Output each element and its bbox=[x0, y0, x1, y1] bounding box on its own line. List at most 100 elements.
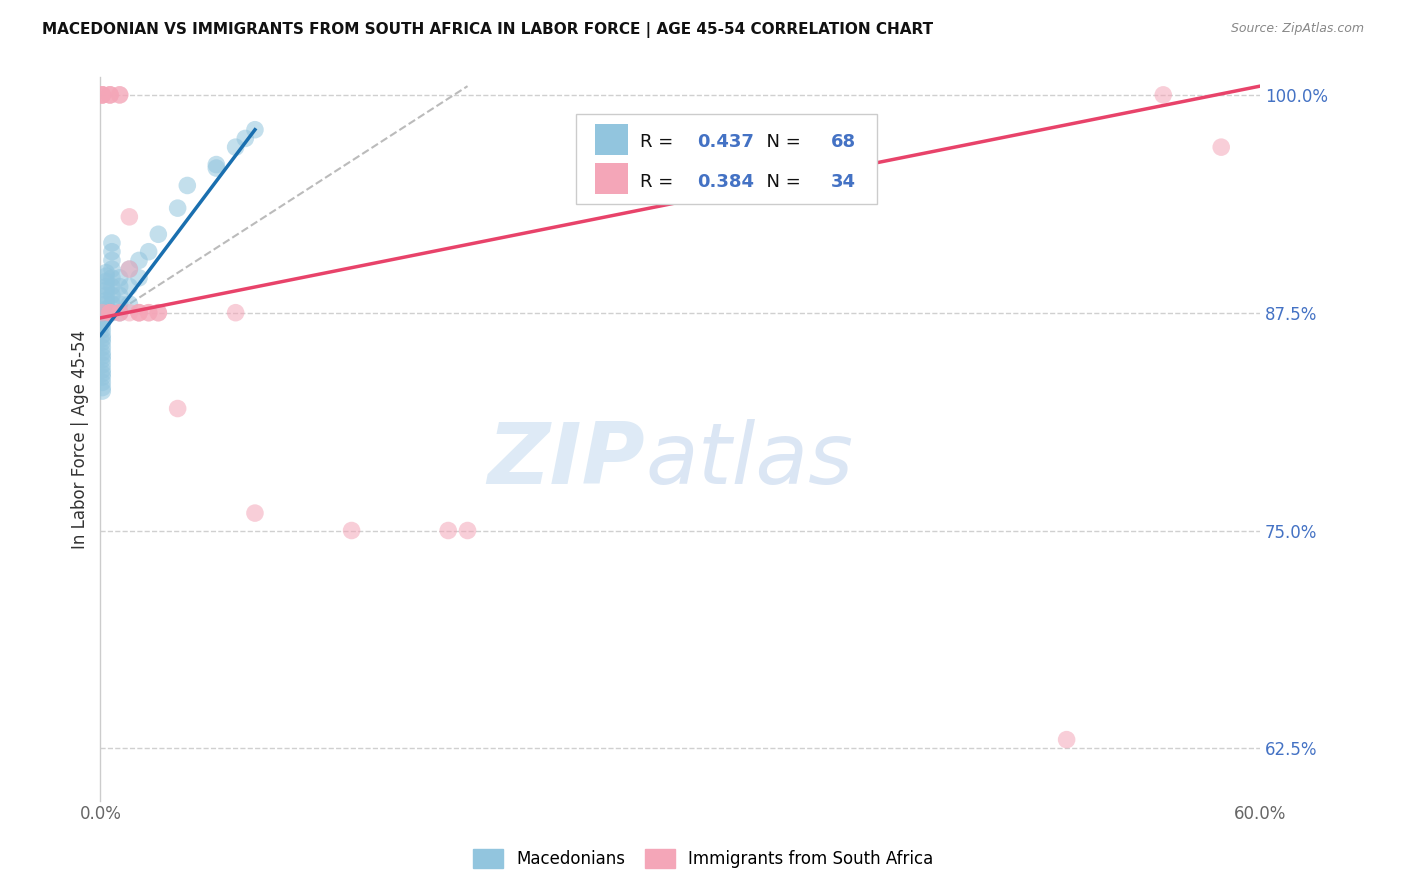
Text: R =: R = bbox=[640, 173, 679, 191]
Point bbox=[91, 381, 114, 395]
Point bbox=[101, 306, 124, 320]
Point bbox=[108, 306, 131, 320]
Point bbox=[98, 87, 121, 102]
Point bbox=[91, 306, 114, 320]
Text: 0.437: 0.437 bbox=[697, 133, 755, 151]
Point bbox=[128, 306, 150, 320]
Point bbox=[176, 178, 198, 193]
Point bbox=[101, 270, 124, 285]
Point bbox=[118, 262, 141, 277]
Point bbox=[91, 87, 114, 102]
Point bbox=[91, 306, 114, 320]
Text: MACEDONIAN VS IMMIGRANTS FROM SOUTH AFRICA IN LABOR FORCE | AGE 45-54 CORRELATIO: MACEDONIAN VS IMMIGRANTS FROM SOUTH AFRI… bbox=[42, 22, 934, 38]
Point bbox=[108, 87, 131, 102]
Point bbox=[91, 384, 114, 398]
Point bbox=[166, 401, 188, 416]
Point bbox=[94, 306, 117, 320]
Point bbox=[98, 306, 121, 320]
Point bbox=[91, 345, 114, 359]
Point bbox=[1152, 87, 1174, 102]
FancyBboxPatch shape bbox=[575, 113, 877, 204]
Point bbox=[101, 288, 124, 302]
Point bbox=[138, 306, 160, 320]
Point bbox=[101, 279, 124, 293]
Text: R =: R = bbox=[640, 133, 679, 151]
Point bbox=[225, 140, 247, 154]
Point bbox=[91, 306, 114, 320]
Point bbox=[98, 306, 121, 320]
Point bbox=[205, 161, 228, 175]
Point bbox=[243, 122, 266, 136]
Point bbox=[101, 235, 124, 250]
Point bbox=[94, 269, 117, 284]
Point bbox=[91, 318, 114, 332]
Point bbox=[91, 332, 114, 346]
Point bbox=[91, 306, 114, 320]
Point bbox=[98, 87, 121, 102]
Point bbox=[118, 306, 141, 320]
Point bbox=[98, 306, 121, 320]
Point bbox=[148, 306, 170, 320]
Text: 0.384: 0.384 bbox=[697, 173, 755, 191]
Text: 34: 34 bbox=[831, 173, 856, 191]
Point bbox=[91, 306, 114, 320]
Point bbox=[91, 306, 114, 320]
Text: ZIP: ZIP bbox=[488, 419, 645, 502]
Point bbox=[91, 306, 114, 320]
Point bbox=[91, 306, 114, 320]
Point bbox=[1211, 140, 1233, 154]
Point bbox=[91, 370, 114, 384]
Point bbox=[138, 244, 160, 259]
Point bbox=[225, 306, 247, 320]
Point bbox=[91, 358, 114, 372]
Text: N =: N = bbox=[755, 133, 807, 151]
Point bbox=[118, 297, 141, 311]
Y-axis label: In Labor Force | Age 45-54: In Labor Force | Age 45-54 bbox=[72, 329, 89, 549]
Point bbox=[91, 314, 114, 328]
Point bbox=[94, 266, 117, 280]
Point bbox=[128, 253, 150, 268]
Point bbox=[94, 274, 117, 288]
Point bbox=[108, 297, 131, 311]
Text: Source: ZipAtlas.com: Source: ZipAtlas.com bbox=[1230, 22, 1364, 36]
Point bbox=[108, 87, 131, 102]
Point bbox=[94, 279, 117, 293]
Point bbox=[94, 283, 117, 297]
Point bbox=[138, 306, 160, 320]
Point bbox=[108, 270, 131, 285]
Point bbox=[91, 306, 114, 320]
Point bbox=[205, 157, 228, 171]
Point bbox=[91, 306, 114, 320]
Point bbox=[91, 306, 114, 320]
Point bbox=[91, 87, 114, 102]
Point bbox=[128, 306, 150, 320]
Point bbox=[94, 302, 117, 317]
Point bbox=[101, 297, 124, 311]
Point bbox=[91, 323, 114, 337]
Point bbox=[437, 524, 460, 538]
Point bbox=[457, 524, 479, 538]
Point bbox=[91, 87, 114, 102]
Point bbox=[108, 306, 131, 320]
Point bbox=[91, 328, 114, 343]
Point bbox=[91, 363, 114, 377]
Point bbox=[91, 87, 114, 102]
Point bbox=[148, 227, 170, 242]
Point bbox=[243, 506, 266, 520]
Text: 68: 68 bbox=[831, 133, 856, 151]
Point bbox=[1056, 732, 1078, 747]
Text: N =: N = bbox=[755, 173, 807, 191]
Point bbox=[148, 306, 170, 320]
Point bbox=[118, 279, 141, 293]
Point bbox=[108, 288, 131, 302]
Point bbox=[91, 306, 114, 320]
Point bbox=[94, 297, 117, 311]
Point bbox=[128, 306, 150, 320]
Point bbox=[233, 131, 256, 145]
Point bbox=[91, 341, 114, 355]
Point bbox=[91, 376, 114, 390]
Point bbox=[91, 352, 114, 367]
Point bbox=[101, 262, 124, 277]
Point bbox=[108, 279, 131, 293]
Point bbox=[166, 201, 188, 215]
